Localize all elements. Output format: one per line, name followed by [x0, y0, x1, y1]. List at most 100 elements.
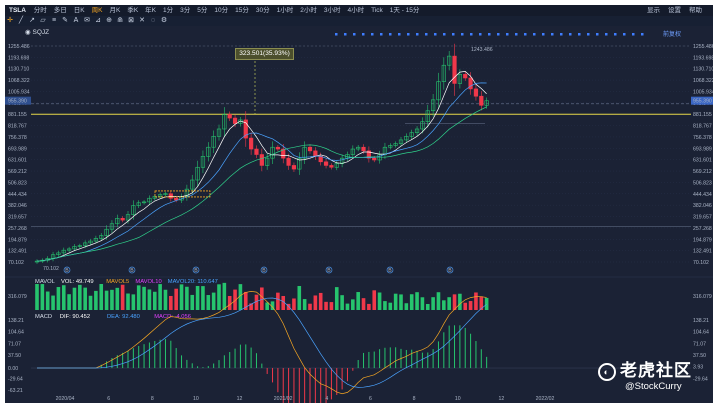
- buy-marker: [128, 266, 136, 274]
- price-tick-right: 1068.322: [693, 78, 713, 84]
- macd-legend-item: DIF: 90.452: [60, 314, 90, 320]
- tab-timeframe[interactable]: 1小时: [276, 7, 294, 14]
- text-icon[interactable]: A: [73, 17, 79, 24]
- tab-timeframe[interactable]: 分时: [33, 7, 47, 14]
- price-tick-right: 194.879: [693, 237, 712, 243]
- candle-body: [281, 148, 286, 159]
- buy-marker-label: B: [448, 268, 452, 274]
- buy-marker: [192, 266, 200, 274]
- tab-timeframe[interactable]: 4小时: [347, 7, 365, 14]
- note-icon[interactable]: ✉: [84, 17, 90, 24]
- tab-timeframe[interactable]: 日K: [73, 7, 85, 14]
- tab-timeframe[interactable]: 3小时: [323, 7, 341, 14]
- tab-timeframe[interactable]: 季K: [127, 7, 139, 14]
- volume-bar: [297, 286, 302, 310]
- magnet-icon[interactable]: ⋒: [117, 17, 123, 24]
- tab-timeframe[interactable]: 1分: [163, 7, 174, 14]
- tab-timeframe[interactable]: 5分: [197, 7, 208, 14]
- tab-timeframe[interactable]: 多日: [53, 7, 67, 14]
- brush-icon[interactable]: ✎: [62, 17, 68, 24]
- ruler-icon[interactable]: ⊿: [95, 17, 101, 24]
- settings-icon[interactable]: ⚙: [160, 17, 168, 24]
- eye-icon[interactable]: ◉: [25, 29, 31, 36]
- toolbar-menu-item[interactable]: 帮助: [689, 7, 702, 14]
- volume-bar: [201, 286, 205, 310]
- toolbar-menu-item[interactable]: 显示: [647, 7, 660, 14]
- candle-body: [329, 165, 334, 168]
- dotted-marker: [596, 33, 599, 36]
- buy-marker-label: B: [327, 268, 331, 274]
- adjust-mode-label[interactable]: 前复权: [663, 32, 682, 38]
- volume-bar: [479, 296, 484, 310]
- chart-canvas[interactable]: 1255.486 1255.486 1193.698 1193.698 1130.710…: [5, 5, 713, 403]
- current-price-tag-left: [5, 96, 31, 105]
- candle-body: [83, 242, 88, 246]
- dotted-marker: [335, 33, 338, 36]
- indicator-label[interactable]: ◉ SQJZ: [25, 28, 49, 36]
- dotted-marker: [587, 33, 590, 36]
- dotted-marker: [353, 33, 356, 36]
- tab-timeframe[interactable]: 30分: [255, 7, 270, 14]
- candle-body: [216, 128, 222, 137]
- buy-marker: [386, 266, 394, 274]
- tab-timeframe[interactable]: 10分: [214, 7, 229, 14]
- volume-bar: [67, 294, 71, 310]
- volume-bar: [458, 293, 462, 310]
- candle-body: [227, 114, 232, 119]
- volume-bar: [78, 284, 82, 310]
- dotted-marker: [560, 33, 563, 36]
- tab-timeframe[interactable]: 周K: [91, 7, 103, 14]
- fib-icon[interactable]: ≡: [51, 17, 57, 24]
- price-tick-left: 506.823: [8, 180, 27, 186]
- ray-icon[interactable]: ↗: [29, 17, 35, 24]
- candle-body: [163, 193, 168, 195]
- candle-body: [479, 95, 484, 106]
- tab-timeframe[interactable]: 2小时: [300, 7, 317, 14]
- macd-axis-left: 0.00: [8, 366, 18, 372]
- price-tick-left: 1193.698: [8, 55, 29, 61]
- candle-body: [265, 157, 270, 166]
- hide-icon[interactable]: ◌: [150, 17, 156, 24]
- candle-body: [452, 55, 457, 84]
- candle-body: [441, 64, 446, 82]
- candle-body: [243, 119, 248, 139]
- volume-bar: [185, 286, 189, 310]
- dotted-marker: [434, 33, 437, 36]
- volume-bar: [345, 303, 350, 310]
- volume-bar: [254, 294, 259, 310]
- trash-icon[interactable]: ✕: [139, 17, 145, 24]
- volume-bar: [152, 291, 157, 310]
- volume-bar: [484, 297, 489, 310]
- candle-body: [398, 139, 404, 144]
- current-price-text: 955.390: [693, 99, 712, 105]
- volume-bar: [40, 284, 45, 310]
- volume-bar: [260, 287, 264, 310]
- zoom-icon[interactable]: ⊕: [106, 17, 112, 24]
- volume-bar: [83, 287, 87, 310]
- crosshair-icon[interactable]: ✛: [7, 17, 13, 24]
- channel-icon[interactable]: ▱: [40, 17, 46, 24]
- volume-bar: [120, 284, 125, 310]
- tab-timeframe[interactable]: 3分: [180, 7, 191, 14]
- price-tick-left: 756.378: [8, 135, 27, 141]
- dotted-marker: [389, 33, 392, 36]
- candle-body: [158, 194, 163, 197]
- line-icon[interactable]: ╱: [18, 17, 24, 24]
- tab-timeframe[interactable]: 15分: [235, 7, 249, 14]
- dotted-marker: [524, 33, 527, 36]
- price-tick-left: 257.268: [8, 226, 27, 232]
- dif-line: [37, 291, 487, 395]
- volume-bar: [227, 295, 232, 310]
- tab-timeframe[interactable]: 1天 - 15分: [389, 7, 420, 14]
- timeframe-toolbar: TSLA 分时 多日 日K 周K 月K 季K 年K 1分 3分 5分 10分 15分 30分 1小时 2小时…: [5, 5, 713, 16]
- toolbar-menu-item[interactable]: 设置: [668, 7, 681, 14]
- candle-body: [174, 197, 179, 201]
- volume-bar: [211, 292, 216, 310]
- tab-timeframe[interactable]: 月K: [109, 7, 121, 14]
- candle-body: [232, 117, 238, 124]
- volume-bar: [206, 295, 211, 310]
- lock-icon[interactable]: ⊠: [128, 17, 134, 24]
- tab-timeframe[interactable]: Tick: [371, 7, 383, 14]
- tab-timeframe[interactable]: 年K: [145, 7, 157, 14]
- candle-body: [254, 148, 259, 155]
